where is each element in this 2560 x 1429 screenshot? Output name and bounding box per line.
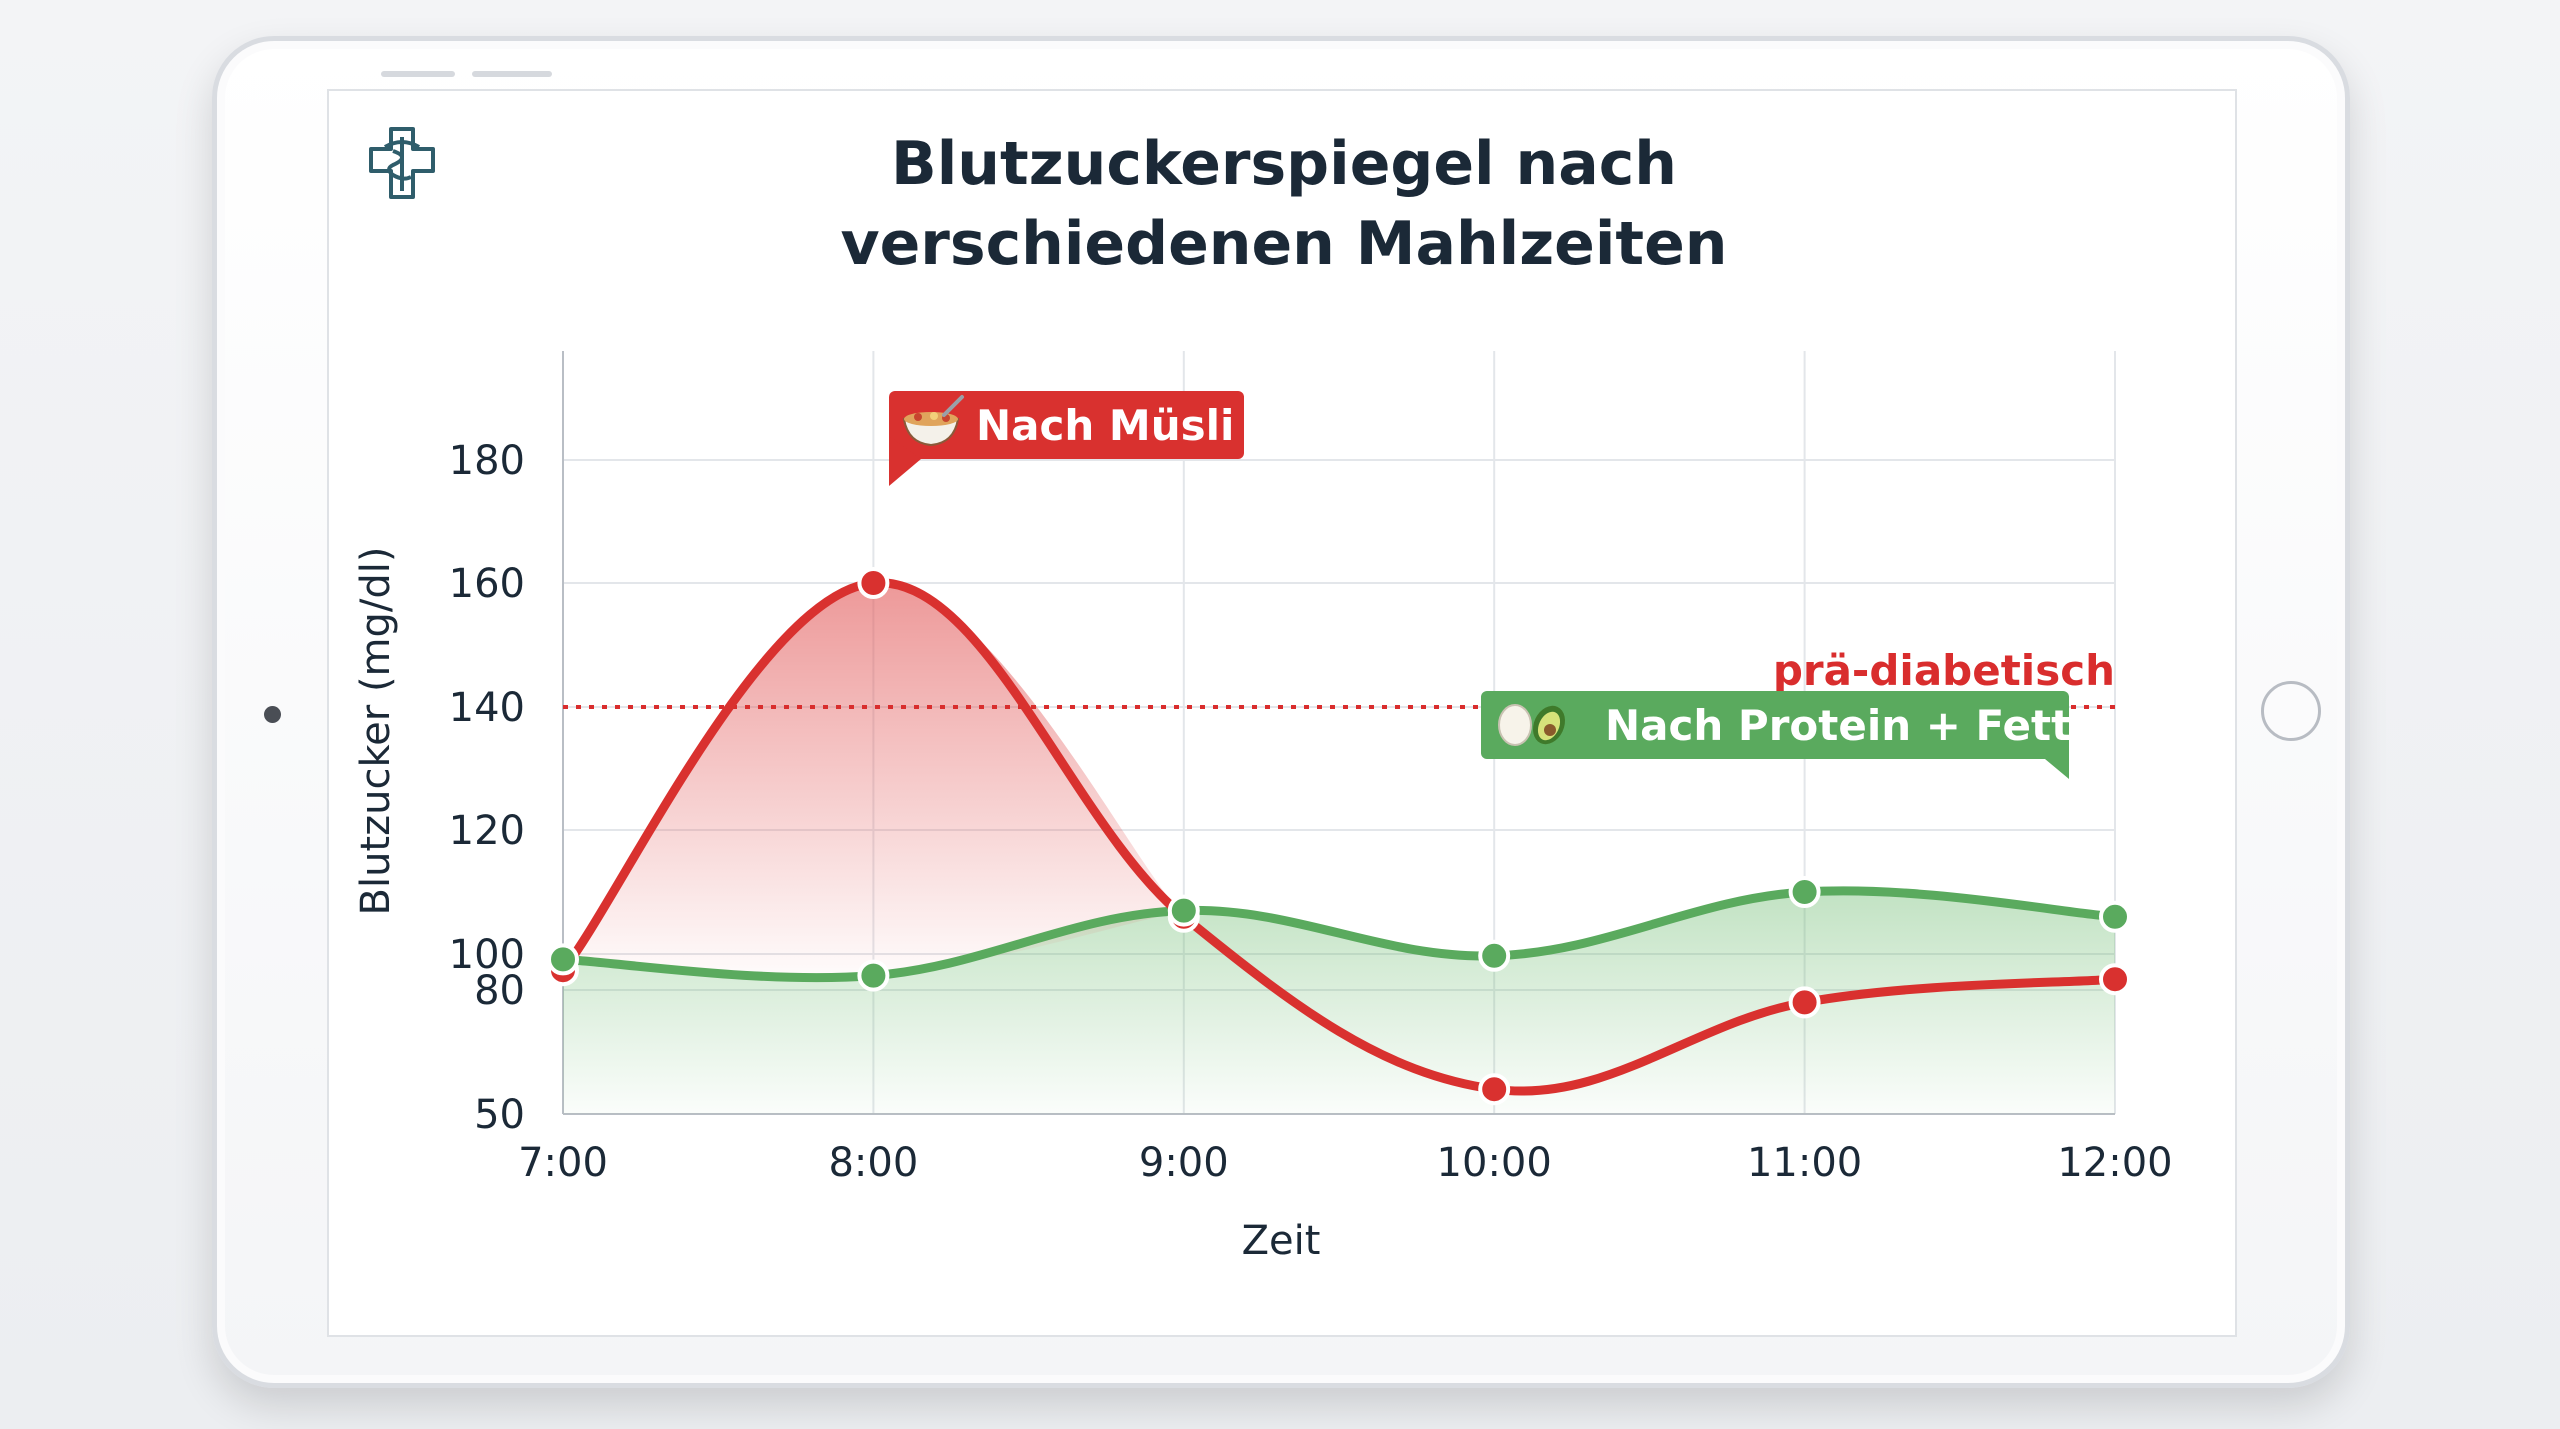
muesli-label-badge: Nach Müsli: [889, 391, 1244, 486]
protein-point-1: [857, 959, 890, 992]
muesli-point-3: [1478, 1073, 1511, 1106]
protein-series-line: [558, 886, 2120, 983]
volume-down-button: [472, 71, 552, 77]
y-tick-label: 160: [449, 561, 525, 607]
tablet-screen: Blutzuckerspiegel nach verschiedenen Mah…: [327, 89, 2237, 1337]
protein-point-0: [547, 943, 579, 976]
x-tick-label: 7:00: [518, 1140, 608, 1186]
protein-points: [547, 876, 2131, 992]
y-tick-label: 120: [449, 808, 525, 854]
egg-avocado-icon: [1498, 704, 1566, 746]
protein-area: [563, 890, 2115, 1114]
y-tick-label: 80: [474, 968, 525, 1014]
protein-point-3: [1478, 939, 1511, 972]
x-tick-label: 11:00: [1747, 1140, 1862, 1186]
protein-label-badge: Nach Protein + Fett: [1481, 691, 2071, 779]
y-axis-label: Blutzucker (mg/dl): [353, 547, 399, 916]
volume-up-button: [381, 71, 455, 77]
x-tick-label: 8:00: [828, 1140, 918, 1186]
protein-point-5: [2099, 900, 2131, 933]
muesli-point-1: [857, 567, 890, 599]
y-tick-label: 180: [449, 438, 525, 484]
y-tick-label: 50: [474, 1092, 525, 1138]
chart-title-line-1: Blutzuckerspiegel nach: [891, 129, 1677, 199]
protein-label-text: Nach Protein + Fett: [1605, 701, 2071, 750]
y-tick-label: 100: [449, 932, 525, 978]
glucose-chart: Blutzuckerspiegel nach verschiedenen Mah…: [353, 127, 2173, 1264]
x-axis-label: Zeit: [1242, 1218, 1321, 1264]
medical-caduceus-cross-icon: [369, 127, 435, 199]
protein-point-4: [1788, 876, 1821, 908]
muesli-point-5: [2099, 963, 2131, 996]
prediabetic-threshold-label: prä-diabetisch: [1773, 646, 2115, 695]
y-tick-label: 140: [449, 685, 525, 731]
x-tick-label: 9:00: [1139, 1140, 1229, 1186]
x-axis-ticks: 7:00 8:00 9:00 10:00 11:00 12:00: [518, 1140, 2173, 1186]
home-button[interactable]: [2261, 681, 2321, 741]
protein-point-2: [1167, 894, 1200, 927]
camera-icon: [264, 706, 281, 723]
x-tick-label: 10:00: [1437, 1140, 1552, 1186]
x-tick-label: 12:00: [2057, 1140, 2172, 1186]
cereal-bowl-icon: [902, 395, 964, 447]
muesli-point-4: [1788, 986, 1821, 1019]
muesli-label-text: Nach Müsli: [976, 401, 1234, 450]
muesli-area: [563, 582, 1184, 978]
chart-title-line-2: verschiedenen Mahlzeiten: [840, 209, 1727, 279]
